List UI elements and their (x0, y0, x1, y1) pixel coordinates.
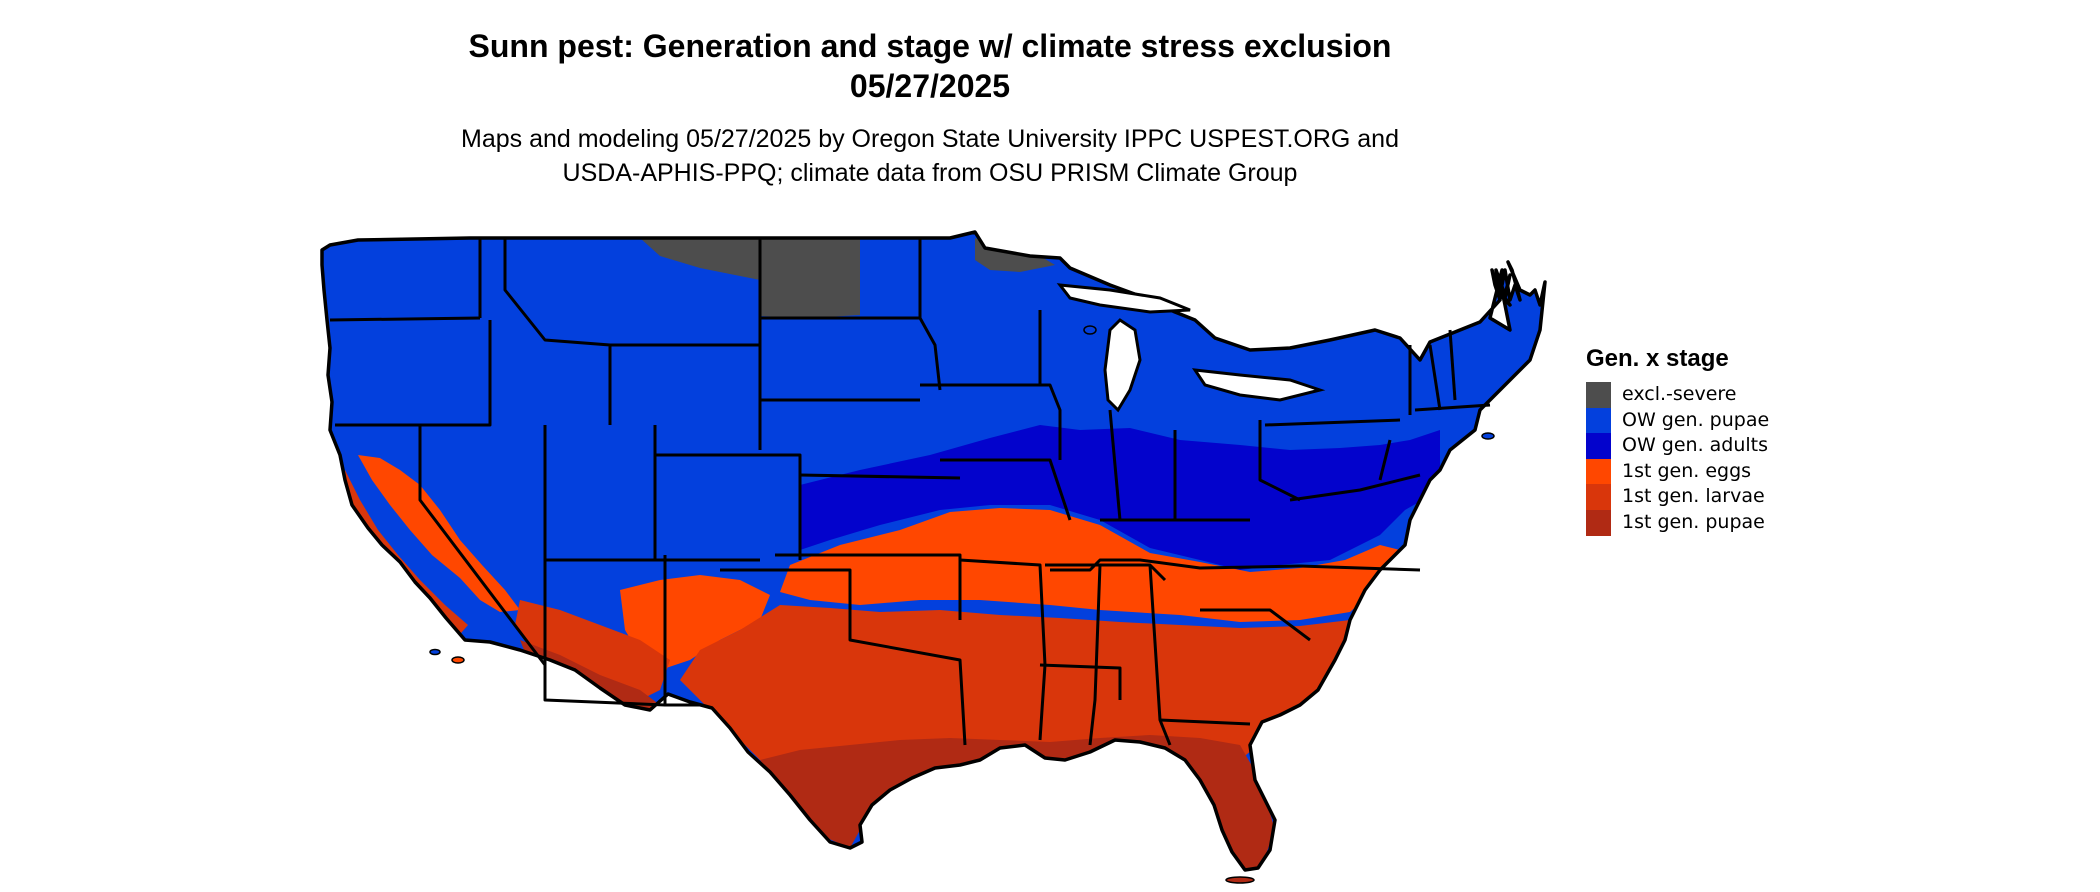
legend-swatch (1586, 433, 1611, 459)
region-1st-gen-pupae-arizona (520, 640, 660, 712)
region-1st-gen-eggs-southwest (620, 575, 770, 670)
state-border (1050, 558, 1301, 572)
region-excluded-north-dakota (640, 238, 860, 318)
legend-swatch (1586, 509, 1611, 536)
legend-item: 1st gen. pupae (1586, 509, 1916, 536)
state-border (1414, 403, 1491, 412)
state-border (503, 238, 612, 425)
state-border (663, 555, 700, 707)
state-border (1108, 409, 1122, 521)
lake-superior (1056, 283, 1191, 314)
lake-michigan (1103, 318, 1142, 413)
region-1st-gen-larvae-arizona (515, 600, 670, 700)
state-border (1200, 608, 1311, 642)
legend-item: excl.-severe (1586, 382, 1916, 408)
legend-label: OW gen. adults (1622, 434, 1769, 457)
channel-island (429, 648, 441, 656)
legend: Gen. x stage excl.-severe OW gen. pupae … (1586, 342, 1916, 536)
state-border (1264, 418, 1401, 427)
state-border (335, 320, 492, 427)
legend-swatch (1586, 407, 1611, 434)
state-border (920, 383, 1062, 460)
state-border (1378, 439, 1392, 481)
legend-label: 1st gen. larvae (1622, 485, 1765, 508)
state-border (543, 560, 666, 707)
state-border (720, 568, 967, 746)
legend-swatch (1586, 382, 1611, 408)
state-border (653, 425, 760, 562)
state-border (655, 453, 802, 560)
legend-label: OW gen. pupae (1622, 408, 1770, 431)
coastal-details (429, 325, 1495, 884)
state-border (1428, 344, 1442, 411)
state-border (1159, 718, 1251, 726)
page-subtitle-credits: USDA-APHIS-PPQ; climate data from OSU PR… (562, 159, 1298, 187)
region-1st-gen-pupae-gulf (760, 735, 1275, 870)
lake-erie (1191, 368, 1326, 402)
florida-keys (1225, 876, 1255, 884)
state-border (1299, 564, 1421, 572)
state-border (329, 316, 481, 322)
state-border (1258, 420, 1301, 502)
legend-title: Gen. x stage (1586, 345, 1729, 372)
state-borders (329, 238, 1491, 746)
legend-swatch (1586, 484, 1611, 510)
state-border (959, 558, 1047, 741)
page-title-date: 05/27/2025 (849, 68, 1011, 104)
island (1083, 325, 1097, 335)
state-border (940, 458, 1072, 521)
state-border (1448, 329, 1457, 401)
state-border (1088, 564, 1102, 746)
legend-swatch (1586, 458, 1611, 485)
state-border (418, 425, 547, 666)
state-border (775, 553, 962, 620)
legend-label: 1st gen. pupae (1622, 510, 1765, 533)
state-border (918, 238, 942, 391)
page-title: Sunn pest: Generation and stage w/ clima… (468, 28, 1392, 64)
state-border (1289, 473, 1421, 502)
legend-item: OW gen. adults (1586, 433, 1916, 459)
legend-label: excl.-severe (1622, 383, 1737, 405)
channel-island (451, 656, 465, 664)
legend-item: OW gen. pupae (1586, 407, 1916, 434)
legend-item: 1st gen. larvae (1586, 484, 1916, 510)
legend-label: 1st gen. eggs (1622, 459, 1752, 482)
page-subtitle: Maps and modeling 05/27/2025 by Oregon S… (461, 125, 1399, 153)
state-border (1039, 663, 1122, 700)
legend-item: 1st gen. eggs (1586, 458, 1916, 485)
state-border (799, 473, 961, 480)
region-1st-gen-eggs-california (358, 455, 520, 612)
island (1481, 432, 1495, 440)
region-1st-gen-larvae-california (340, 470, 468, 640)
